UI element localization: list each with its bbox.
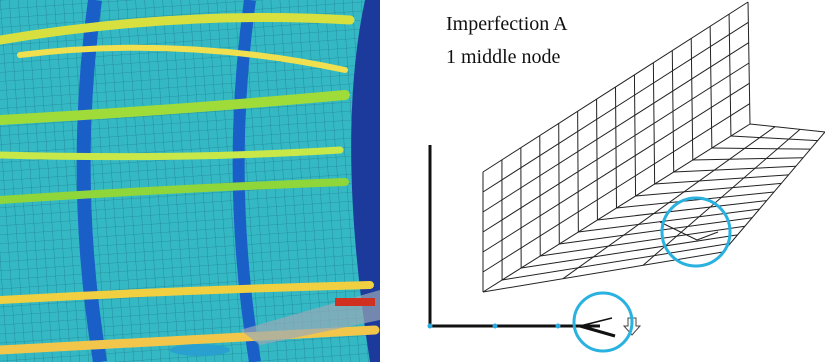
figure: Imperfection A 1 middle node [0,0,825,362]
highlight-circle [574,293,632,351]
mesh-line [636,183,782,196]
mesh-line [693,158,803,160]
mesh-line [655,175,789,184]
mesh-line [723,132,825,252]
caption-title: Imperfection A [446,13,568,35]
mesh-line [521,235,737,268]
mesh-line [540,226,745,256]
mesh-line [563,127,775,279]
mesh-line [712,148,811,149]
mesh-line [502,243,730,280]
mesh-line [674,166,796,172]
fe-model-image [0,0,380,362]
page: {"caption": {"title": "Imperfection A", … [0,0,825,362]
mesh-line [617,192,775,208]
mesh-line [483,252,723,292]
caption: Imperfection A 1 middle node [446,13,568,68]
caption-subtitle: 1 middle node [446,46,561,68]
mesh-line [731,136,818,141]
mesh-line [750,124,825,132]
